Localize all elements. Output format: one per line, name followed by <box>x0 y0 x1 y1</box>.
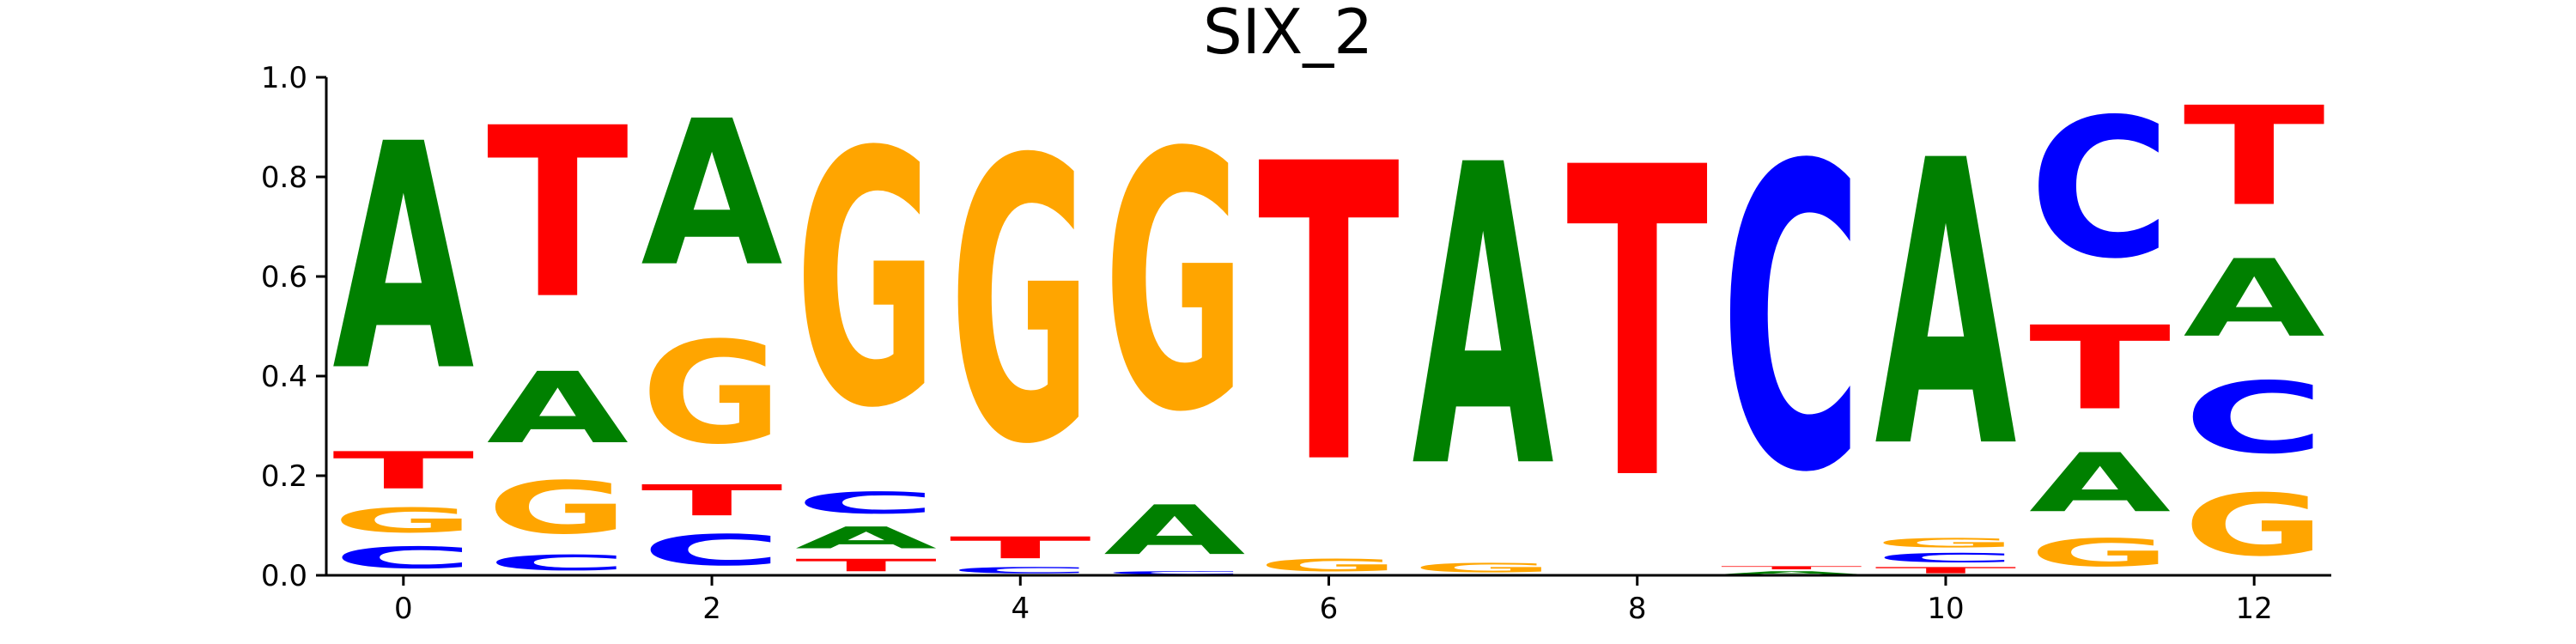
logo-letter-t-pos-2: T <box>641 476 782 526</box>
x-tick-label: 12 <box>2236 592 2273 626</box>
y-tick-label: 0.2 <box>261 459 307 494</box>
logo-letter-a-pos-3: A <box>795 520 937 555</box>
logo-letter-t-pos-0: T <box>332 440 474 500</box>
logo-letter-c-pos-2: C <box>641 526 782 574</box>
logo-letter-a-pos-11: A <box>2029 436 2171 531</box>
logo-letter-t-pos-6: T <box>1258 80 1401 555</box>
logo-letter-t-pos-12: T <box>2184 78 2325 236</box>
logo-letter-g-pos-12: G <box>2184 477 2325 575</box>
logo-letter-t-pos-9: T <box>1721 565 1862 570</box>
logo-letter-a-pos-5: A <box>1103 491 1245 570</box>
logo-letter-c-pos-11: C <box>2029 77 2171 301</box>
logo-letter-c-pos-1: C <box>487 550 629 575</box>
logo-letter-g-pos-3: G <box>795 77 937 484</box>
y-tick-label: 0.8 <box>261 161 307 195</box>
logo-letter-a-pos-1: A <box>487 352 629 466</box>
logo-letter-c-pos-12: C <box>2184 361 2325 476</box>
logo-letter-c-pos-4: C <box>950 565 1091 575</box>
logo-letter-a-pos-2: A <box>641 78 782 311</box>
logo-letter-g-pos-2: G <box>641 313 782 476</box>
logo-letter-t-pos-8: T <box>1566 79 1710 574</box>
logo-letter-t-pos-4: T <box>950 531 1091 566</box>
logo-letter-t-pos-11: T <box>2029 302 2171 436</box>
y-axis-ticks: 0.0 0.2 0.4 0.6 0.8 1.0 <box>261 61 326 593</box>
logo-letter-g-pos-7: G <box>1412 561 1553 575</box>
logo-letter-c-pos-9: C <box>1721 80 1862 565</box>
logo-letter-g-pos-4: G <box>950 79 1091 529</box>
x-axis-ticks: 0 2 4 6 8 10 12 <box>394 575 2273 626</box>
logo-letter-t-pos-10: T <box>1874 565 2016 575</box>
logo-letter-g-pos-6: G <box>1258 556 1400 575</box>
logo-letter-a-pos-10: A <box>1874 77 2018 534</box>
logo-letter-a-pos-9: A <box>1721 570 1862 575</box>
x-tick-label: 4 <box>1011 592 1030 626</box>
x-tick-label: 8 <box>1628 592 1647 626</box>
logo-letter-c-pos-5: C <box>1103 570 1245 575</box>
logo-letter-a-pos-12: A <box>2184 238 2325 361</box>
y-tick-label: 0.0 <box>261 559 307 593</box>
x-tick-label: 6 <box>1320 592 1339 626</box>
logo-letter-g-pos-10: G <box>1874 536 2016 550</box>
y-tick-label: 1.0 <box>261 61 307 95</box>
logo-letter-g-pos-1: G <box>487 466 629 550</box>
logo-letter-t-pos-1: T <box>487 78 630 350</box>
chart-title: SIX_2 <box>1203 0 1373 68</box>
x-tick-label: 2 <box>702 592 721 626</box>
logo-letter-t-pos-3: T <box>795 556 937 575</box>
y-tick-label: 0.4 <box>261 360 307 394</box>
logo-letter-g-pos-5: G <box>1103 79 1245 490</box>
logo-letter-g-pos-0: G <box>332 501 474 540</box>
x-tick-label: 10 <box>1927 592 1964 626</box>
logo-letter-c-pos-10: C <box>1874 550 2016 565</box>
y-tick-label: 0.6 <box>261 260 307 295</box>
logo-letter-c-pos-3: C <box>795 486 937 520</box>
logo-letter-c-pos-0: C <box>332 540 474 574</box>
logo-letter-a-pos-0: A <box>332 79 476 440</box>
logo-letter-a-pos-7: A <box>1412 78 1555 559</box>
x-tick-label: 0 <box>394 592 413 626</box>
logo-letter-g-pos-11: G <box>2029 531 2171 575</box>
